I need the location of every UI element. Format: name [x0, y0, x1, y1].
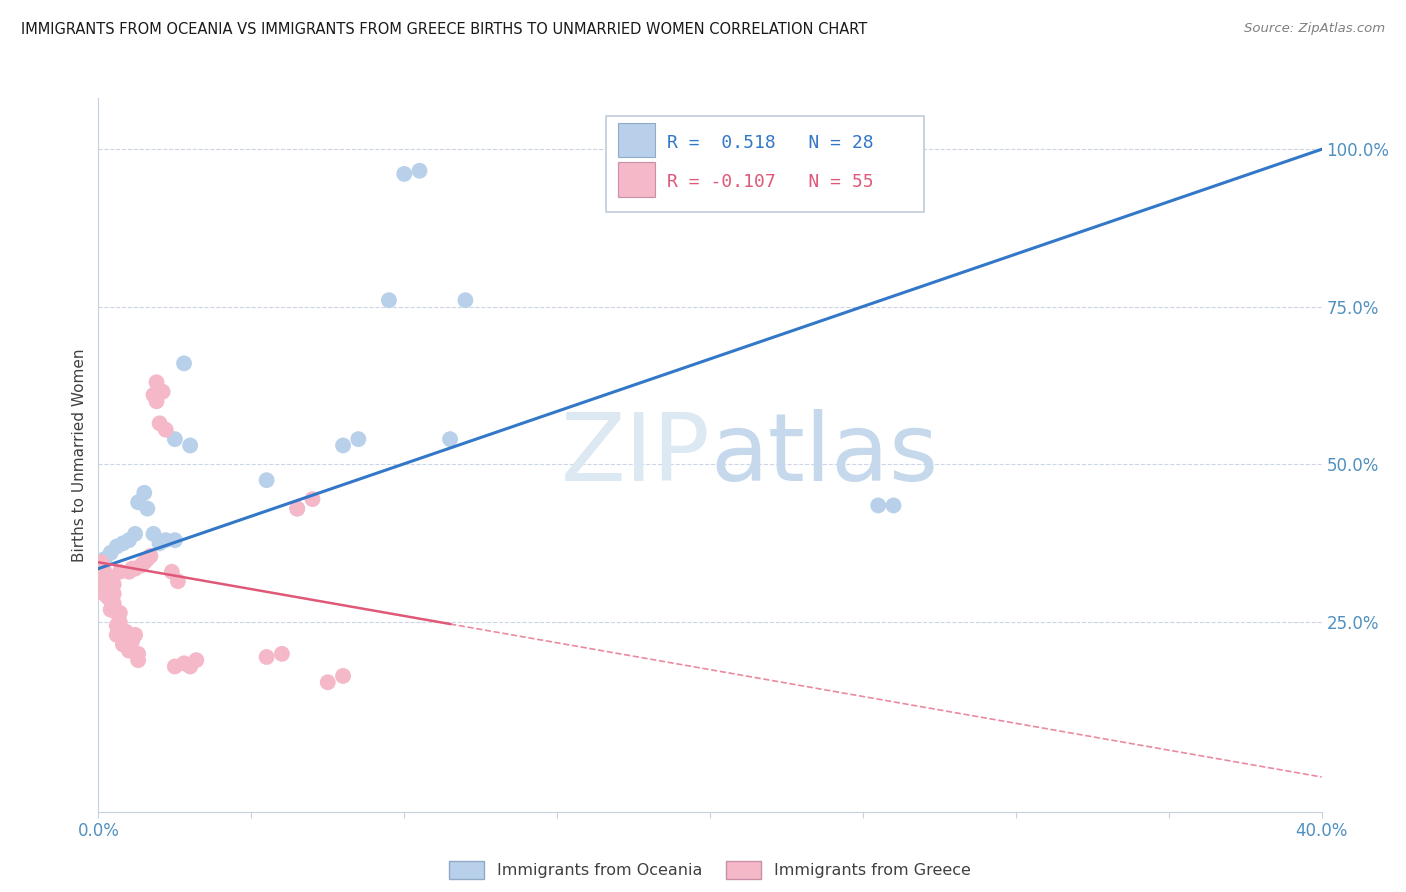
Point [97, 574, 120, 589]
Point [186, 653, 208, 667]
Point [90, 558, 112, 573]
Point [136, 552, 159, 566]
Point [127, 647, 149, 661]
Point [332, 669, 354, 683]
Point [883, 499, 905, 513]
Point [108, 615, 131, 630]
Point [100, 593, 122, 607]
Point [868, 499, 890, 513]
FancyBboxPatch shape [606, 116, 924, 212]
Point [454, 293, 477, 308]
Point [127, 653, 149, 667]
Point [392, 167, 416, 181]
Point [179, 438, 201, 452]
Point [105, 540, 128, 554]
FancyBboxPatch shape [619, 123, 655, 157]
Point [167, 574, 190, 589]
Point [270, 647, 292, 661]
Point [152, 384, 174, 399]
Text: Source: ZipAtlas.com: Source: ZipAtlas.com [1244, 22, 1385, 36]
Point [347, 432, 370, 446]
Point [136, 501, 159, 516]
Point [155, 533, 177, 548]
Point [149, 417, 172, 431]
Point [408, 163, 430, 178]
Point [97, 581, 120, 595]
Point [90, 565, 112, 579]
Point [127, 495, 149, 509]
Point [145, 376, 167, 390]
Point [108, 606, 131, 620]
Point [111, 536, 134, 550]
Point [163, 659, 186, 673]
Text: atlas: atlas [710, 409, 938, 501]
Point [93, 552, 115, 566]
Point [103, 596, 125, 610]
Point [100, 546, 122, 560]
Point [121, 634, 143, 648]
Point [173, 356, 195, 370]
Point [124, 628, 146, 642]
Legend: Immigrants from Oceania, Immigrants from Greece: Immigrants from Oceania, Immigrants from… [443, 855, 977, 886]
Point [285, 501, 308, 516]
Point [301, 492, 323, 507]
Point [103, 577, 125, 591]
Point [145, 394, 167, 409]
Point [93, 565, 115, 579]
Y-axis label: Births to Unmarried Women: Births to Unmarried Women [72, 348, 87, 562]
Point [124, 561, 146, 575]
Point [90, 555, 112, 569]
Point [142, 388, 165, 402]
Point [316, 675, 339, 690]
Point [115, 624, 138, 639]
Point [105, 606, 128, 620]
Point [118, 565, 141, 579]
Point [97, 590, 120, 604]
Point [108, 565, 131, 579]
Point [149, 536, 172, 550]
FancyBboxPatch shape [619, 162, 655, 196]
Point [105, 628, 128, 642]
Point [118, 634, 141, 648]
Text: ZIP: ZIP [561, 409, 710, 501]
Point [93, 587, 115, 601]
Point [97, 571, 120, 585]
Point [118, 533, 141, 548]
Point [163, 432, 186, 446]
Point [111, 637, 134, 651]
Point [100, 581, 122, 595]
Text: IMMIGRANTS FROM OCEANIA VS IMMIGRANTS FROM GREECE BIRTHS TO UNMARRIED WOMEN CORR: IMMIGRANTS FROM OCEANIA VS IMMIGRANTS FR… [21, 22, 868, 37]
Point [139, 549, 162, 563]
Point [163, 533, 186, 548]
Point [256, 650, 278, 665]
Point [285, 501, 308, 516]
Point [124, 526, 146, 541]
Point [100, 602, 122, 616]
Point [118, 643, 141, 657]
Point [179, 659, 201, 673]
Point [378, 293, 401, 308]
Point [173, 657, 195, 671]
Point [142, 526, 165, 541]
Point [439, 432, 461, 446]
Point [111, 628, 134, 642]
Point [93, 577, 115, 591]
Point [134, 485, 156, 500]
Point [256, 473, 278, 487]
Point [155, 423, 177, 437]
Point [332, 438, 354, 452]
Point [103, 587, 125, 601]
Point [105, 618, 128, 632]
Text: R = -0.107   N = 55: R = -0.107 N = 55 [668, 173, 875, 191]
Point [160, 565, 183, 579]
Point [129, 558, 152, 573]
Point [121, 561, 143, 575]
Text: R =  0.518   N = 28: R = 0.518 N = 28 [668, 134, 875, 152]
Point [134, 555, 156, 569]
